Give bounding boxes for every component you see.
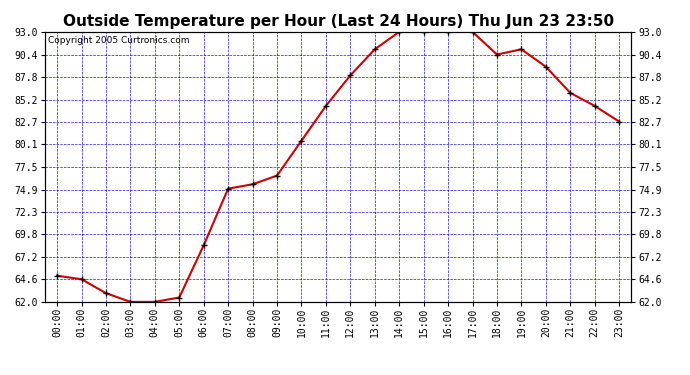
Text: Copyright 2005 Curtronics.com: Copyright 2005 Curtronics.com — [48, 36, 189, 45]
Title: Outside Temperature per Hour (Last 24 Hours) Thu Jun 23 23:50: Outside Temperature per Hour (Last 24 Ho… — [63, 14, 613, 29]
